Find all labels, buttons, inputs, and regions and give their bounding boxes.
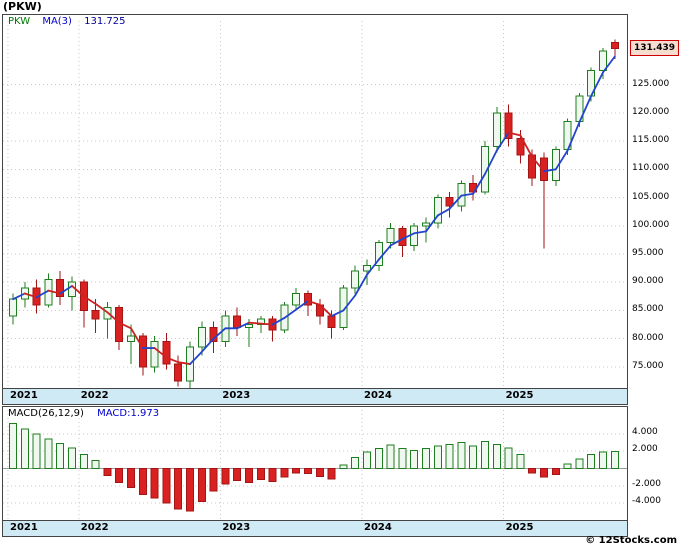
price-axis-tick: 85.000 bbox=[632, 304, 664, 315]
macd-legend: MACD(26,12,9) MACD:1.973 bbox=[8, 408, 169, 419]
price-axis-tick: 75.000 bbox=[632, 360, 664, 371]
x-axis-year-label: 2024 bbox=[364, 522, 392, 533]
macd-axis-tick: -4.000 bbox=[632, 496, 662, 507]
x-axis-year-label: 2022 bbox=[80, 522, 109, 533]
price-axis-tick: 100.000 bbox=[632, 219, 670, 230]
symbol-title: (PKW) bbox=[3, 0, 42, 13]
price-panel: PKW MA(3) 131.725 2021 2022 2023 2024 2025 bbox=[2, 14, 628, 405]
legend-ma-label: MA(3) bbox=[42, 16, 72, 27]
price-axis-tick: 95.000 bbox=[632, 247, 664, 258]
macd-histogram-chart bbox=[3, 410, 627, 519]
watermark-credit: © 12Stocks.com bbox=[585, 535, 677, 546]
macd-current-value: MACD:1.973 bbox=[97, 408, 160, 419]
price-axis-tick: 110.000 bbox=[632, 163, 670, 174]
macd-axis-tick: 2.000 bbox=[632, 444, 658, 455]
price-axis-tick: 115.000 bbox=[632, 135, 670, 146]
macd-params-label: MACD(26,12,9) bbox=[8, 408, 84, 419]
last-price-badge: 131.439 bbox=[630, 40, 679, 57]
price-axis-tick: 120.000 bbox=[632, 106, 670, 117]
price-candlestick-chart bbox=[3, 21, 627, 388]
x-axis-year-label: 2025 bbox=[505, 522, 534, 533]
price-axis-tick: 125.000 bbox=[632, 78, 670, 89]
price-axis-tick: 105.000 bbox=[632, 191, 670, 202]
x-axis-year-label: 2021 bbox=[10, 522, 38, 533]
price-axis-tick: 90.000 bbox=[632, 276, 664, 287]
price-legend: PKW MA(3) 131.725 bbox=[8, 16, 135, 27]
right-axis-labels: 131.439 125.000 120.000 115.000 110.000 105.… bbox=[629, 0, 680, 546]
x-axis-year-label: 2024 bbox=[364, 390, 392, 401]
x-axis-year-label: 2021 bbox=[10, 390, 38, 401]
price-x-axis-band: 2021 2022 2023 2024 2025 bbox=[3, 388, 627, 404]
x-axis-year-label: 2022 bbox=[80, 390, 109, 401]
legend-symbol-label: PKW bbox=[8, 16, 31, 27]
macd-panel: MACD(26,12,9) MACD:1.973 2021 2022 2023 202… bbox=[2, 406, 628, 537]
x-axis-year-label: 2023 bbox=[222, 390, 251, 401]
macd-x-axis-band: 2021 2022 2023 2024 2025 bbox=[3, 520, 627, 536]
x-axis-year-label: 2023 bbox=[222, 522, 251, 533]
macd-axis-tick: 4.000 bbox=[632, 426, 658, 437]
price-axis-tick: 80.000 bbox=[632, 332, 664, 343]
legend-ma-value: 131.725 bbox=[84, 16, 126, 27]
x-axis-year-label: 2025 bbox=[505, 390, 534, 401]
macd-axis-tick: -2.000 bbox=[632, 478, 662, 489]
